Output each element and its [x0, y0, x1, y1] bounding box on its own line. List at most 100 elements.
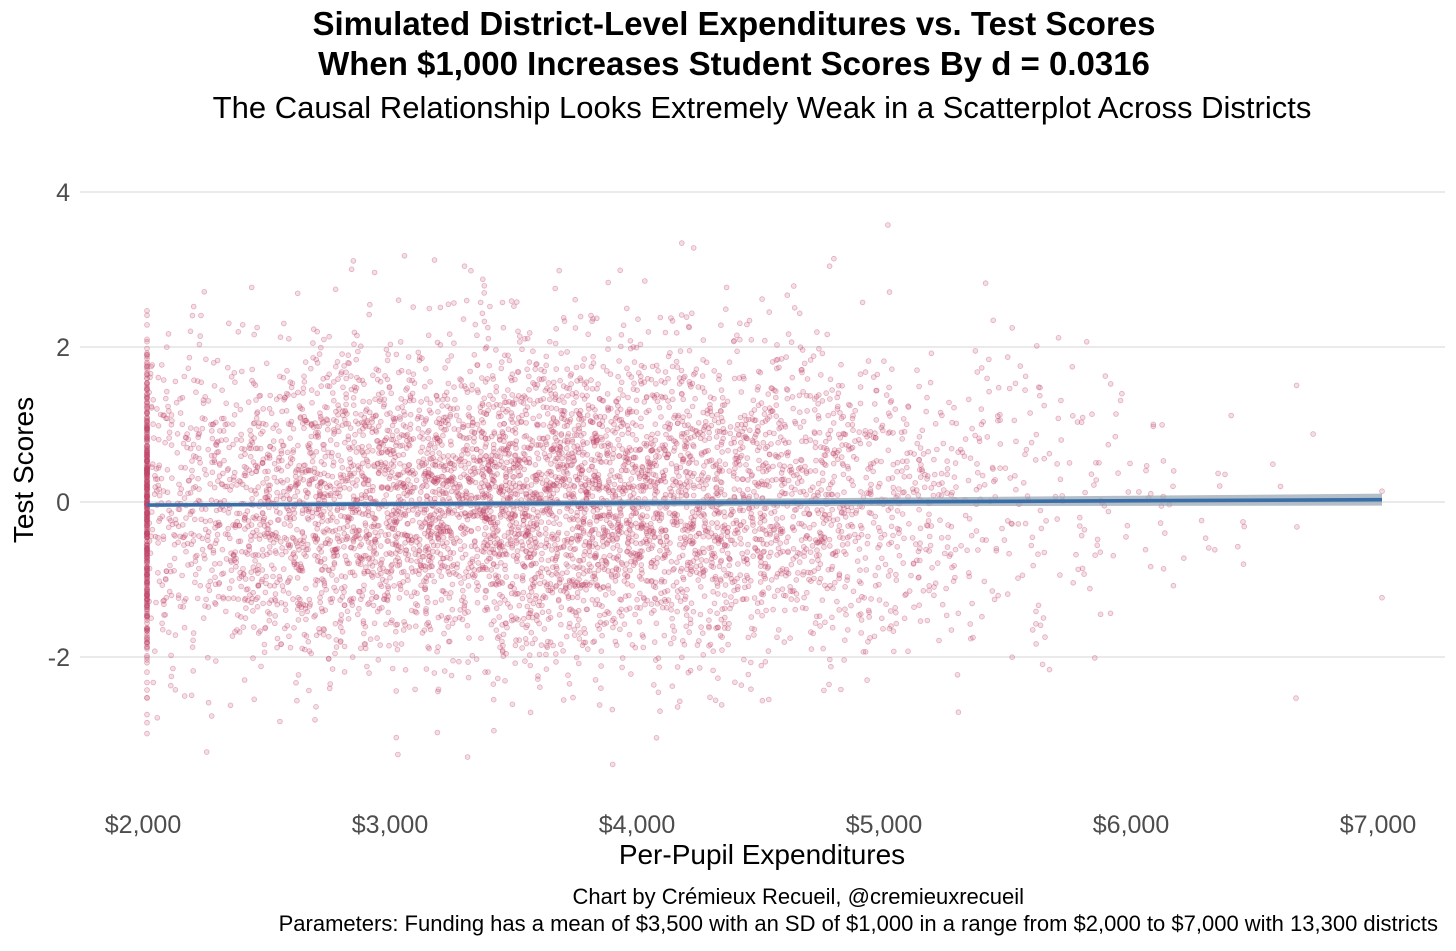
scatter-point — [604, 391, 611, 397]
scatter-point — [314, 525, 321, 532]
scatter-point — [277, 718, 283, 725]
scatter-point — [842, 431, 849, 438]
scatter-point — [203, 471, 209, 478]
scatter-point — [279, 583, 286, 589]
scatter-point — [178, 486, 185, 492]
scatter-point — [683, 314, 690, 320]
scatter-point — [466, 434, 472, 441]
scatter-point — [590, 639, 596, 645]
scatter-point — [190, 538, 197, 544]
scatter-point — [409, 517, 416, 524]
scatter-point — [706, 617, 712, 623]
scatter-point — [451, 384, 457, 390]
scatter-point — [295, 672, 302, 678]
scatter-point — [272, 613, 278, 619]
scatter-point — [813, 613, 820, 620]
scatter-point — [251, 624, 257, 630]
scatter-point — [713, 484, 720, 491]
scatter-point — [834, 492, 841, 498]
scatter-point — [239, 368, 245, 375]
scatter-point — [410, 397, 417, 404]
scatter-point — [196, 486, 202, 492]
scatter-point — [849, 523, 856, 530]
scatter-point — [719, 606, 725, 612]
scatter-point — [509, 371, 516, 378]
scatter-point — [1119, 390, 1125, 397]
scatter-point — [429, 488, 436, 495]
scatter-point — [548, 426, 555, 433]
scatter-point — [532, 366, 538, 372]
scatter-point — [511, 303, 517, 310]
scatter-point — [317, 490, 323, 497]
scatter-point — [227, 702, 234, 709]
scatter-point — [1007, 475, 1013, 481]
scatter-point — [944, 490, 950, 496]
scatter-point — [298, 467, 305, 474]
scatter-point — [472, 321, 479, 328]
scatter-point — [669, 683, 676, 689]
scatter-point — [294, 488, 301, 495]
scatter-point — [826, 656, 833, 663]
scatter-point — [592, 677, 599, 683]
scatter-point — [647, 478, 653, 485]
scatter-point — [1028, 439, 1035, 446]
scatter-point — [342, 478, 349, 484]
scatter-point — [655, 477, 662, 483]
scatter-point — [979, 613, 985, 620]
scatter-point — [878, 615, 885, 622]
scatter-point — [449, 474, 456, 480]
scatter-point — [719, 647, 725, 653]
scatter-point — [671, 628, 678, 634]
scatter-point — [219, 481, 226, 488]
scatter-point — [175, 539, 181, 546]
scatter-point — [471, 430, 478, 437]
scatter-point — [482, 444, 489, 450]
scatter-point — [513, 299, 520, 305]
scatter-point — [650, 471, 657, 478]
scatter-point — [363, 456, 370, 463]
scatter-point — [846, 475, 852, 482]
scatter-point — [268, 562, 275, 569]
scatter-point — [168, 673, 175, 680]
scatter-point — [748, 410, 755, 417]
scatter-point — [789, 491, 795, 497]
scatter-point — [622, 593, 629, 599]
scatter-point — [484, 376, 491, 382]
scatter-point — [552, 430, 559, 437]
scatter-point — [333, 577, 340, 583]
scatter-point — [465, 512, 472, 519]
scatter-point — [734, 348, 740, 355]
scatter-point — [225, 509, 232, 516]
scatter-point — [676, 380, 683, 387]
scatter-point — [687, 434, 694, 441]
scatter-point — [332, 546, 339, 553]
scatter-point — [487, 303, 493, 310]
scatter-point — [721, 605, 728, 612]
scatter-point — [714, 509, 721, 515]
scatter-point — [576, 557, 582, 564]
scatter-point — [927, 542, 934, 549]
scatter-point — [438, 573, 445, 580]
scatter-point — [586, 543, 592, 550]
scatter-point — [246, 543, 253, 550]
scatter-point — [559, 455, 565, 462]
scatter-point — [404, 437, 410, 444]
scatter-point — [804, 408, 810, 414]
scatter-point — [1097, 611, 1104, 618]
scatter-point — [824, 331, 830, 338]
scatter-point — [307, 365, 314, 372]
scatter-point — [873, 387, 880, 394]
scatter-point — [1102, 373, 1109, 379]
scatter-point — [508, 613, 515, 619]
scatter-point — [474, 587, 480, 593]
scatter-point — [909, 486, 916, 492]
scatter-point — [478, 635, 484, 641]
scatter-point — [640, 594, 647, 601]
scatter-point — [553, 366, 560, 372]
scatter-point — [536, 684, 543, 690]
scatter-point — [330, 549, 337, 556]
scatter-point — [835, 390, 842, 397]
scatter-point — [517, 505, 524, 512]
scatter-point — [334, 518, 340, 525]
scatter-point — [512, 463, 519, 469]
